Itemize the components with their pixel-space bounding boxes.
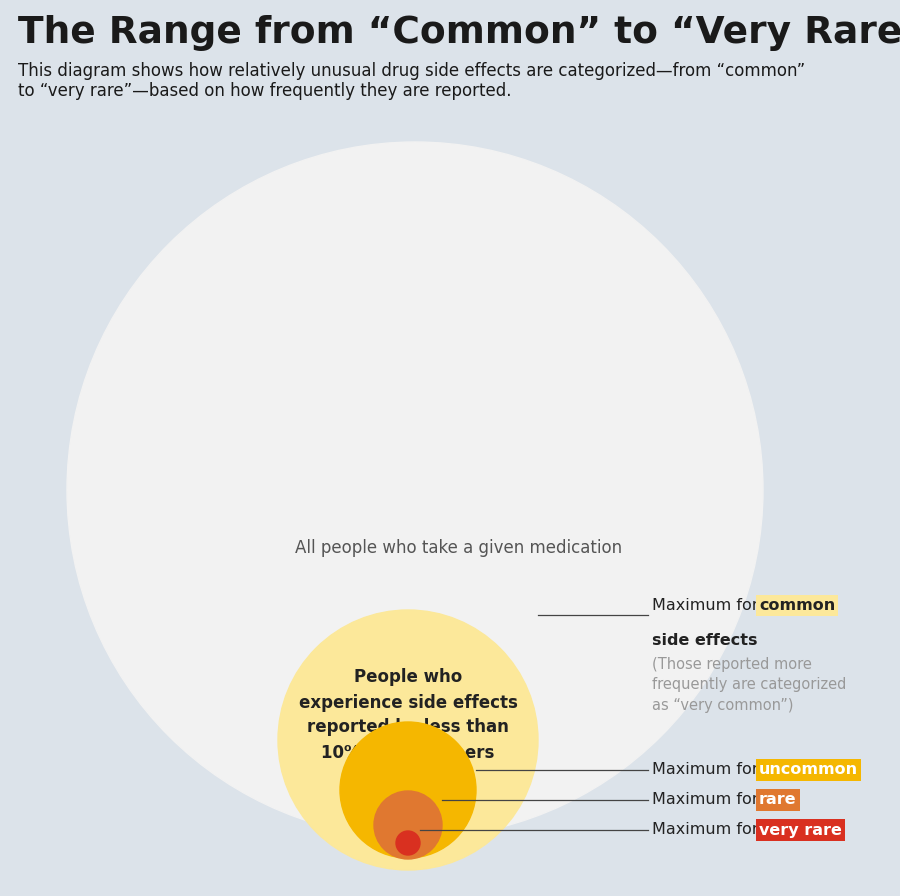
Circle shape xyxy=(396,831,420,855)
Text: All people who take a given medication: All people who take a given medication xyxy=(295,539,622,557)
Text: Maximum for: Maximum for xyxy=(652,762,763,778)
Text: People who
experience side effects
reported by less than
10% of their peers: People who experience side effects repor… xyxy=(299,668,518,762)
Text: Maximum for: Maximum for xyxy=(652,823,763,838)
Circle shape xyxy=(278,610,538,870)
Circle shape xyxy=(340,722,476,858)
Text: (Those reported more
frequently are categorized
as “very common”): (Those reported more frequently are cate… xyxy=(652,657,846,713)
Text: rare: rare xyxy=(759,792,796,807)
Text: Maximum for: Maximum for xyxy=(652,792,763,807)
Circle shape xyxy=(67,142,763,838)
Circle shape xyxy=(374,791,442,859)
Text: Maximum for: Maximum for xyxy=(652,598,763,613)
Text: to “very rare”—based on how frequently they are reported.: to “very rare”—based on how frequently t… xyxy=(18,82,511,100)
Text: side effects: side effects xyxy=(652,633,758,648)
Text: This diagram shows how relatively unusual drug side effects are categorized—from: This diagram shows how relatively unusua… xyxy=(18,62,806,80)
Text: common: common xyxy=(759,598,835,613)
Text: The Range from “Common” to “Very Rare”: The Range from “Common” to “Very Rare” xyxy=(18,15,900,51)
Text: very rare: very rare xyxy=(759,823,842,838)
Text: uncommon: uncommon xyxy=(759,762,858,778)
